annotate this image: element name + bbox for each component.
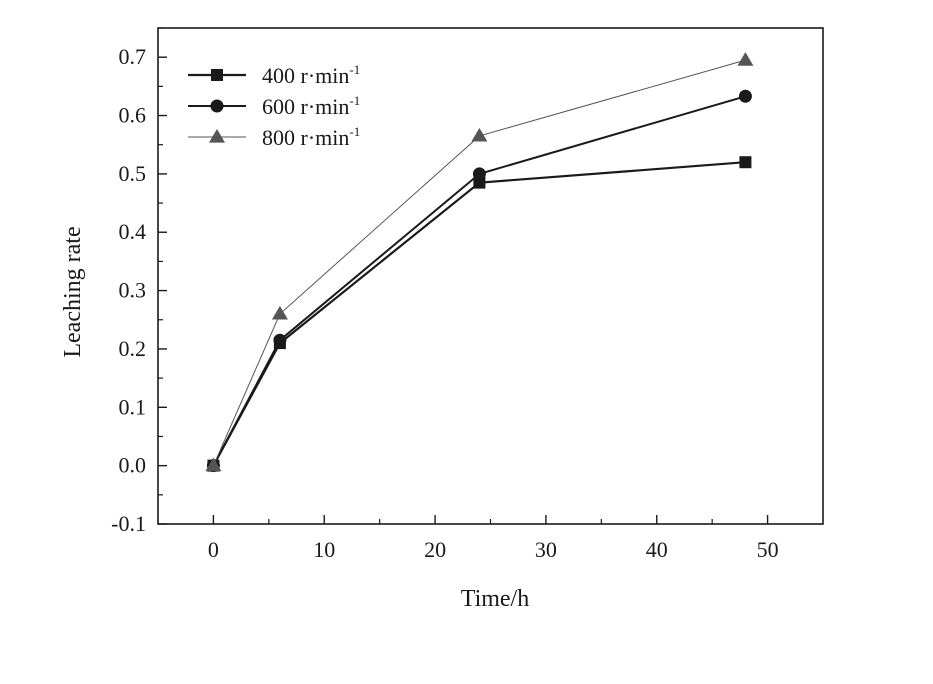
legend-entry: 600 r·min-1: [188, 93, 360, 119]
data-point: [205, 457, 222, 472]
legend-label: 800 r·min-1: [262, 124, 360, 150]
legend-label: 600 r·min-1: [262, 93, 360, 119]
y-tick-label: 0.3: [119, 278, 147, 303]
x-tick-label: 10: [313, 537, 335, 562]
y-tick-label: 0.1: [119, 394, 147, 419]
series-triangle: [205, 52, 754, 472]
data-point: [739, 156, 752, 169]
y-tick-label: -0.1: [111, 511, 146, 536]
x-tick-label: 50: [757, 537, 779, 562]
x-tick-label: 0: [208, 537, 219, 562]
series-line: [212, 59, 746, 466]
y-tick-label: 0.7: [119, 44, 147, 69]
series-line: [212, 95, 746, 467]
legend-label: 400 r·min-1: [262, 62, 360, 88]
y-tick-label: 0.4: [119, 219, 147, 244]
series-square: [207, 156, 752, 472]
y-axis-title: Leaching rate: [60, 226, 86, 357]
legend-marker: [211, 69, 223, 81]
legend-marker: [210, 99, 224, 113]
legend-superscript: -1: [349, 93, 360, 108]
legend-superscript: -1: [349, 124, 360, 139]
legend-entry: 400 r·min-1: [188, 62, 360, 88]
x-tick-label: 20: [424, 537, 446, 562]
y-tick-label: 0.6: [119, 103, 147, 128]
y-tick-label: 0.5: [119, 161, 147, 186]
x-axis-title: Time/h: [461, 586, 529, 612]
series-line: [212, 161, 746, 467]
x-tick-label: 40: [646, 537, 668, 562]
x-tick-label: 30: [535, 537, 557, 562]
data-point: [737, 52, 754, 66]
y-tick-label: 0.0: [119, 453, 147, 478]
y-tick-label: 0.2: [119, 336, 147, 361]
data-point: [471, 127, 488, 142]
legend-entry: 800 r·min-1: [188, 124, 360, 150]
legend-superscript: -1: [349, 62, 360, 77]
data-point: [273, 333, 287, 347]
data-point: [738, 89, 752, 103]
legend-marker: [209, 129, 225, 143]
data-point: [271, 305, 288, 320]
data-point: [472, 167, 486, 181]
